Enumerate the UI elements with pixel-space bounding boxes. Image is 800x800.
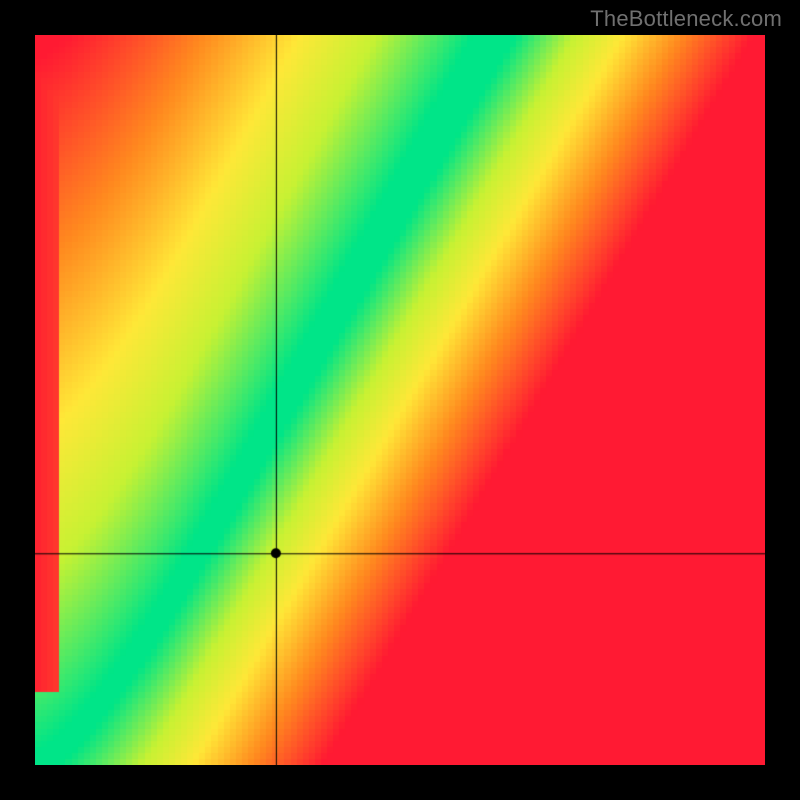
bottleneck-heatmap (35, 35, 765, 765)
watermark-text: TheBottleneck.com (590, 6, 782, 32)
